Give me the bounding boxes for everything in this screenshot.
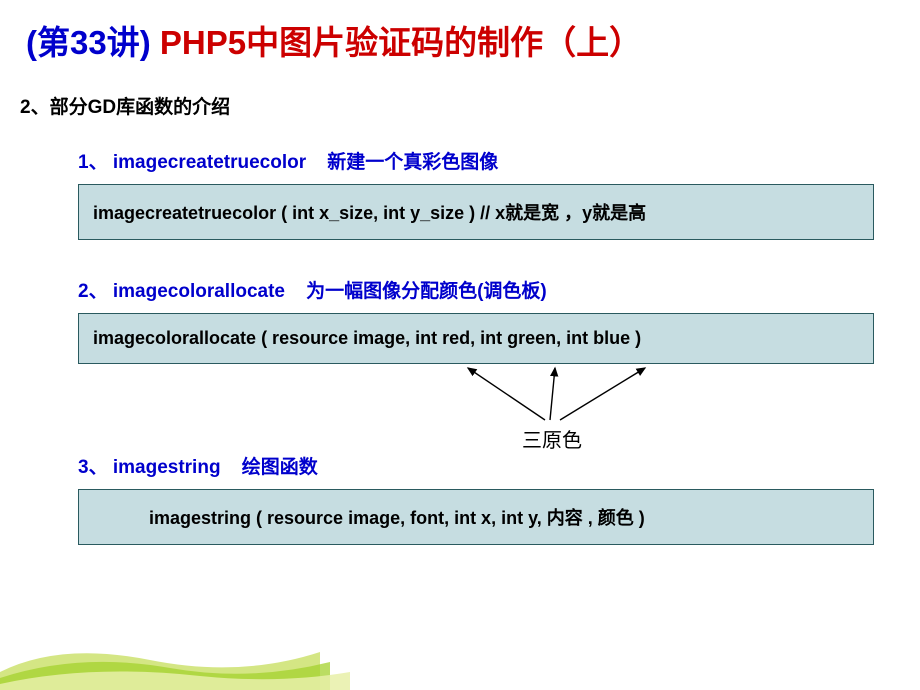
item-3-heading: 3、 imagestring 绘图函数 (78, 452, 920, 479)
code-text-3: imagestring ( resource image, font, int … (149, 508, 645, 528)
arrow-icon (430, 362, 710, 432)
code-box-2: imagecolorallocate ( resource image, int… (78, 313, 874, 364)
section-heading: 2、部分GD库函数的介绍 (0, 64, 920, 119)
code-text-1: imagecreatetruecolor ( int x_size, int y… (93, 203, 646, 223)
title-prefix: (第33讲) (26, 24, 151, 61)
item-1-num: 1、 (78, 152, 108, 173)
tri-color-label: 三原色 (522, 424, 582, 453)
item-1-heading: 1、 imagecreatetruecolor 新建一个真彩色图像 (78, 147, 920, 174)
item-3-num: 3、 (78, 457, 108, 478)
item-2-heading: 2、 imagecolorallocate 为一幅图像分配颜色(调色板) (78, 276, 920, 303)
item-2-num: 2、 (78, 281, 108, 302)
item-1-func: imagecreatetruecolor (113, 152, 306, 173)
item-3-desc: 绘图函数 (242, 457, 318, 478)
decorative-bottom-icon (0, 634, 920, 690)
code-box-1: imagecreatetruecolor ( int x_size, int y… (78, 184, 874, 240)
title-main: PHP5中图片验证码的制作（上） (160, 24, 642, 61)
item-1-desc: 新建一个真彩色图像 (327, 152, 498, 173)
item-2-func: imagecolorallocate (113, 281, 285, 302)
code-text-2: imagecolorallocate ( resource image, int… (93, 328, 641, 348)
item-2-desc: 为一幅图像分配颜色(调色板) (306, 281, 547, 302)
item-3-func: imagestring (113, 457, 221, 478)
code-box-3: imagestring ( resource image, font, int … (78, 489, 874, 545)
slide-title: (第33讲) PHP5中图片验证码的制作（上） (0, 0, 920, 64)
arrows-region: 三原色 (0, 364, 920, 454)
